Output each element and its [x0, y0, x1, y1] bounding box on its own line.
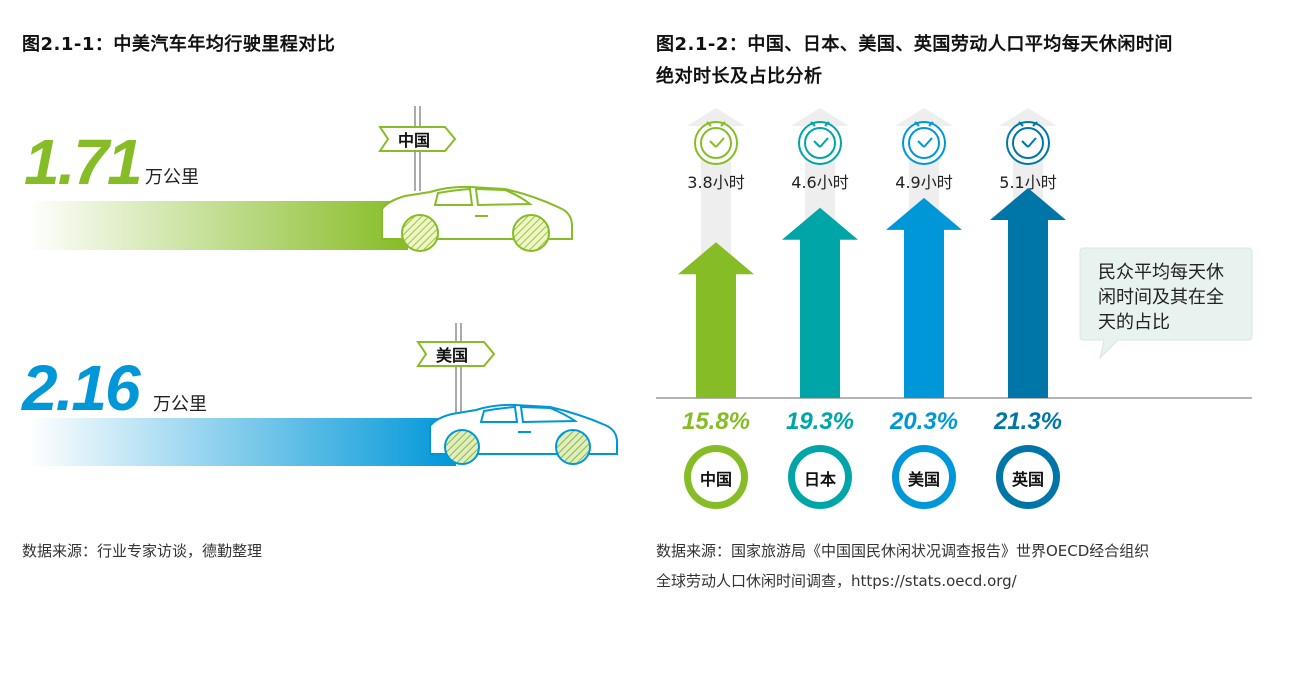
china-car-wheel-rear [512, 214, 550, 252]
country-label-4: 英国 [1011, 470, 1044, 489]
china-car-wheel-front [401, 214, 439, 252]
fig2-source-line1: 数据来源：国家旅游局《中国国民休闲状况调查报告》世界OECD经合组织 [656, 542, 1150, 560]
percent-arrow-1 [678, 242, 754, 398]
callout-text: 民众平均每天休 闲时间及其在全 天的占比 [1098, 260, 1224, 335]
callout-line-3: 天的占比 [1098, 312, 1170, 333]
china-mileage-unit: 万公里 [145, 167, 199, 188]
china-sign-label: 中国 [397, 131, 430, 150]
callout-line-2: 闲时间及其在全 [1098, 287, 1224, 308]
fig2-source-line2: 全球劳动人口休闲时间调查，https://stats.oecd.org/ [656, 572, 1017, 590]
china-mileage-value: 1.71 [24, 126, 143, 198]
percent-arrow-3 [886, 197, 962, 398]
country-label-1: 中国 [699, 470, 732, 489]
callout-line-1: 民众平均每天休 [1098, 262, 1224, 283]
hours-label-2: 4.6小时 [791, 173, 849, 192]
usa-mileage-value: 2.16 [22, 352, 141, 424]
fig1-title: 图2.1-1：中美汽车年均行驶里程对比 [22, 34, 336, 55]
fig1-usa-graphic [28, 323, 618, 466]
percent-arrow-4 [990, 188, 1066, 398]
fig2-title-line2: 绝对时长及占比分析 [656, 66, 823, 87]
usa-mileage-bar [28, 418, 456, 466]
usa-sign [416, 341, 496, 367]
china-sign [378, 126, 457, 152]
hours-label-1: 3.8小时 [687, 173, 745, 192]
usa-car-wheel-front [444, 429, 480, 465]
percent-label-1: 15.8% [681, 408, 751, 435]
usa-mileage-unit: 万公里 [153, 394, 207, 415]
hours-label-4: 5.1小时 [999, 173, 1057, 192]
percent-arrow-2 [782, 207, 858, 398]
usa-sign-label: 美国 [435, 346, 468, 365]
percent-label-4: 21.3% [993, 408, 1063, 435]
percent-label-2: 19.3% [785, 408, 855, 435]
callout-bubble [1079, 247, 1253, 360]
usa-car-wheel-rear [555, 429, 591, 465]
country-label-3: 美国 [907, 470, 940, 489]
fig1-source: 数据来源：行业专家访谈，德勤整理 [22, 542, 263, 560]
country-label-2: 日本 [803, 470, 836, 489]
china-mileage-bar [28, 201, 408, 250]
percent-label-3: 20.3% [889, 408, 959, 435]
hours-label-3: 4.9小时 [895, 173, 953, 192]
fig1-china-graphic [28, 106, 573, 252]
fig2-title-line1: 图2.1-2：中国、日本、美国、英国劳动人口平均每天休闲时间 [656, 34, 1173, 55]
